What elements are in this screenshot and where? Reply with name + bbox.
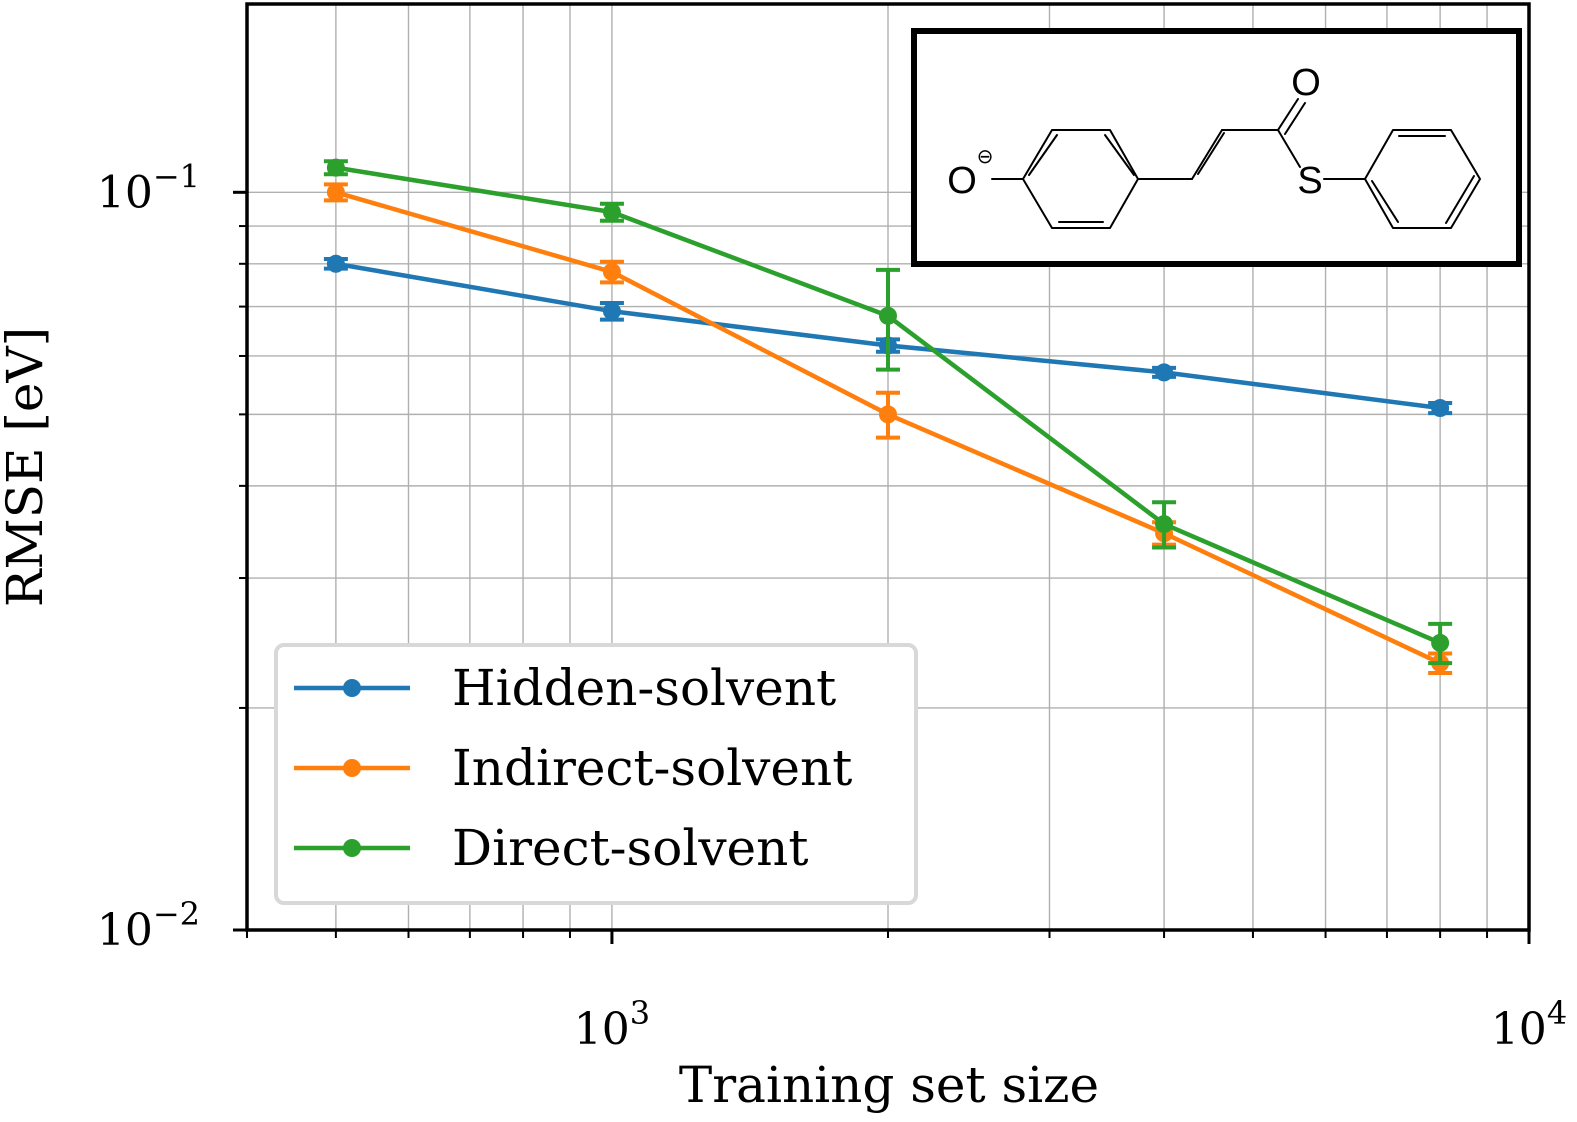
- molecule-inset-frame: [911, 28, 1522, 267]
- data-point: [326, 158, 345, 177]
- data-point: [326, 254, 345, 273]
- y-axis-ticks: 10−2 10−1: [97, 157, 247, 956]
- alkene-bond: [1191, 129, 1223, 180]
- legend-label: Hidden-solvent: [452, 659, 836, 717]
- carbonyl-double-bond: [1284, 102, 1306, 135]
- x-tick-label: 103: [574, 994, 650, 1055]
- atom-label-negative-charge: ⊖: [977, 144, 994, 168]
- phenyl-ring-inner-bond: [1445, 175, 1475, 224]
- legend-label: Indirect-solvent: [452, 739, 852, 797]
- x-axis-label: Training set size: [679, 1056, 1099, 1114]
- y-tick-label: 10−2: [97, 895, 200, 956]
- data-point: [602, 262, 621, 281]
- x-tick-label: 104: [1491, 994, 1567, 1055]
- y-tick-label: 10−1: [97, 157, 200, 218]
- data-point: [326, 183, 345, 202]
- thioester-bond: [1277, 129, 1301, 168]
- carbonyl-bond: [1277, 98, 1299, 131]
- legend: Hidden-solvent Indirect-solvent Direct-sol…: [274, 643, 918, 905]
- legend-label: Direct-solvent: [452, 819, 808, 877]
- data-point: [602, 302, 621, 321]
- legend-marker: [343, 839, 361, 857]
- phenol-ring-inner-bond: [1028, 134, 1058, 176]
- series-layer: [323, 158, 1453, 676]
- data-point: [879, 306, 897, 325]
- alkene-double-bond: [1197, 132, 1225, 175]
- atom-label-carbonyl-oxygen: O: [1291, 62, 1321, 104]
- data-point: [602, 203, 621, 222]
- atom-label-sulfur: S: [1297, 160, 1322, 202]
- series-direct-solvent: [323, 158, 1453, 666]
- phenyl-ring-inner-bond: [1371, 180, 1399, 223]
- data-point: [1431, 633, 1450, 652]
- molecule-structure: [991, 98, 1481, 229]
- data-point: [879, 405, 897, 424]
- phenol-ring-inner-bond: [1104, 134, 1135, 176]
- data-point: [1155, 515, 1174, 534]
- legend-marker: [343, 759, 361, 777]
- legend-box: [274, 643, 918, 905]
- atom-label-phenolate-oxygen: O: [947, 160, 977, 202]
- legend-marker: [343, 679, 361, 697]
- data-point: [1155, 363, 1174, 382]
- data-point: [1431, 399, 1450, 418]
- y-axis-label: RMSE [eV]: [0, 327, 54, 607]
- x-axis-ticks: 103 104: [246, 930, 1567, 1055]
- molecule-inset: O ⊖ O S: [911, 28, 1522, 267]
- phenyl-ring: [1364, 129, 1481, 229]
